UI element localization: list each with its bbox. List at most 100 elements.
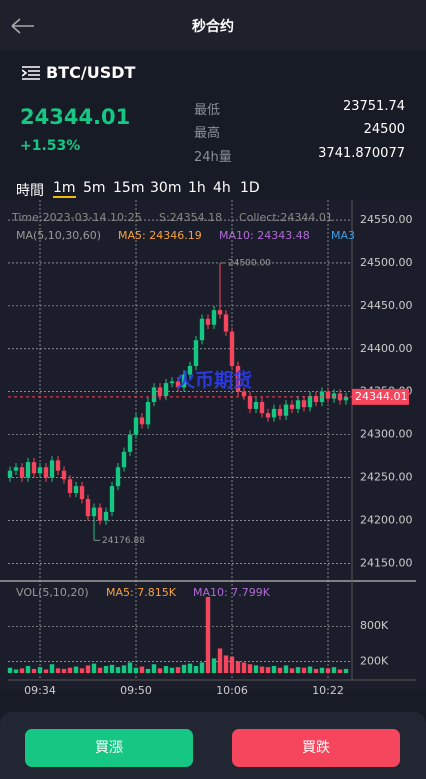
volume-bar [337, 669, 343, 673]
candle-body [163, 383, 169, 397]
y-tick-label: 24400.00 [360, 342, 413, 355]
volume-bar [91, 663, 97, 673]
volume-bar [289, 668, 295, 673]
volume-bar [7, 667, 13, 673]
candle-body [325, 391, 331, 399]
price: 24344.01 [20, 105, 131, 129]
volume-bar [121, 665, 127, 673]
volume-bar [163, 665, 169, 673]
volume-bar [127, 662, 133, 673]
interval-tab[interactable]: 時間 [16, 183, 44, 199]
volume-bar [67, 667, 73, 673]
volume-bar [313, 668, 319, 673]
candle-body [91, 507, 97, 517]
candle-body [31, 462, 37, 474]
volume-bar [175, 667, 181, 673]
candle-body [151, 387, 157, 403]
candle-body [169, 381, 175, 384]
interval-tab[interactable]: 15m [113, 180, 145, 196]
stat-label: 最高 [194, 126, 221, 141]
y-tick-label: 200K [360, 654, 389, 667]
candle-body [115, 467, 121, 487]
menu-icon[interactable] [22, 66, 40, 80]
volume-bar [343, 668, 349, 673]
candle-body [109, 486, 115, 512]
volume-bar [301, 667, 307, 673]
volume-bar [217, 648, 223, 673]
candle-body [187, 365, 193, 375]
volume-bar [229, 656, 235, 673]
candle-body [217, 310, 223, 315]
candle-body [145, 402, 151, 425]
last-price-label: 24344.01 [355, 390, 408, 403]
change: +1.53% [20, 138, 81, 154]
title: 秒合约 [192, 19, 234, 35]
volume-bar [13, 669, 19, 673]
stat-value: 24500 [363, 122, 405, 137]
stat-label: 24h量 [194, 150, 232, 165]
volume-bar [169, 667, 175, 673]
volume-bar [223, 655, 229, 673]
volume-bar [139, 666, 145, 673]
candle-body [271, 408, 277, 418]
volume-bar [283, 665, 289, 673]
candle-body [181, 374, 187, 388]
interval-tab[interactable]: 30m [150, 180, 182, 196]
candle-body [25, 462, 31, 478]
candle-body [283, 404, 289, 416]
volume-bar [61, 668, 67, 673]
y-tick-label: 800K [360, 619, 389, 632]
volume-bar [73, 666, 79, 673]
candle-body [7, 470, 13, 478]
volume-bar [247, 664, 253, 673]
volume-bar [253, 665, 259, 673]
candle-body [37, 467, 43, 474]
volume-bar [277, 667, 283, 673]
volume-bar [193, 665, 199, 673]
vol-legend: MA5: 7.815K [106, 586, 177, 599]
y-tick-label: 24300.00 [360, 428, 413, 441]
buy-down-button[interactable]: 買跌 [232, 729, 400, 767]
y-tick-label: 24550.00 [360, 213, 413, 226]
volume-bar [133, 667, 139, 673]
interval-tab[interactable]: 1m [53, 180, 76, 198]
candle-body [55, 460, 61, 471]
candle-body [235, 365, 241, 392]
candle-body [133, 417, 139, 435]
buy-up-button[interactable]: 買漲 [25, 729, 193, 767]
volume-bar [103, 665, 109, 673]
candle-body [199, 318, 205, 341]
candle-body [61, 470, 67, 480]
interval-tab[interactable]: 1h [188, 180, 206, 196]
candle-body [331, 393, 337, 399]
info-text: Time:2023-03-14 10:25 [11, 211, 142, 224]
volume-bar [271, 665, 277, 673]
volume-bar [49, 664, 55, 673]
vol-legend: MA10: 7.799K [193, 586, 271, 599]
volume-bar [181, 664, 187, 673]
y-tick-label: 24500.00 [360, 256, 413, 269]
candle-body [103, 511, 109, 521]
candle-body [259, 402, 265, 414]
volume-bar [187, 663, 193, 673]
volume-bar [211, 658, 217, 673]
volume-bar [199, 662, 205, 673]
volume-bar [295, 667, 301, 673]
volume-bar [235, 661, 241, 673]
candle-body [157, 387, 163, 397]
ma-legend: MA3 [331, 229, 355, 242]
candle-body [223, 314, 229, 332]
interval-tab[interactable]: 1D [240, 180, 260, 196]
ma-legend: MA(5,10,30,60) [16, 229, 101, 242]
x-tick-label: 10:22 [312, 684, 344, 697]
candle-body [265, 413, 271, 418]
y-tick-label: 24450.00 [360, 299, 413, 312]
interval-tab[interactable]: 5m [83, 180, 106, 196]
volume-bar [115, 667, 121, 673]
max-label: 24500.00 [228, 258, 271, 268]
info-text: S:24354.18 [159, 211, 222, 224]
candle-body [127, 434, 133, 452]
back-icon[interactable] [10, 16, 40, 36]
interval-tab[interactable]: 4h [213, 180, 231, 196]
candle-body [97, 507, 103, 521]
